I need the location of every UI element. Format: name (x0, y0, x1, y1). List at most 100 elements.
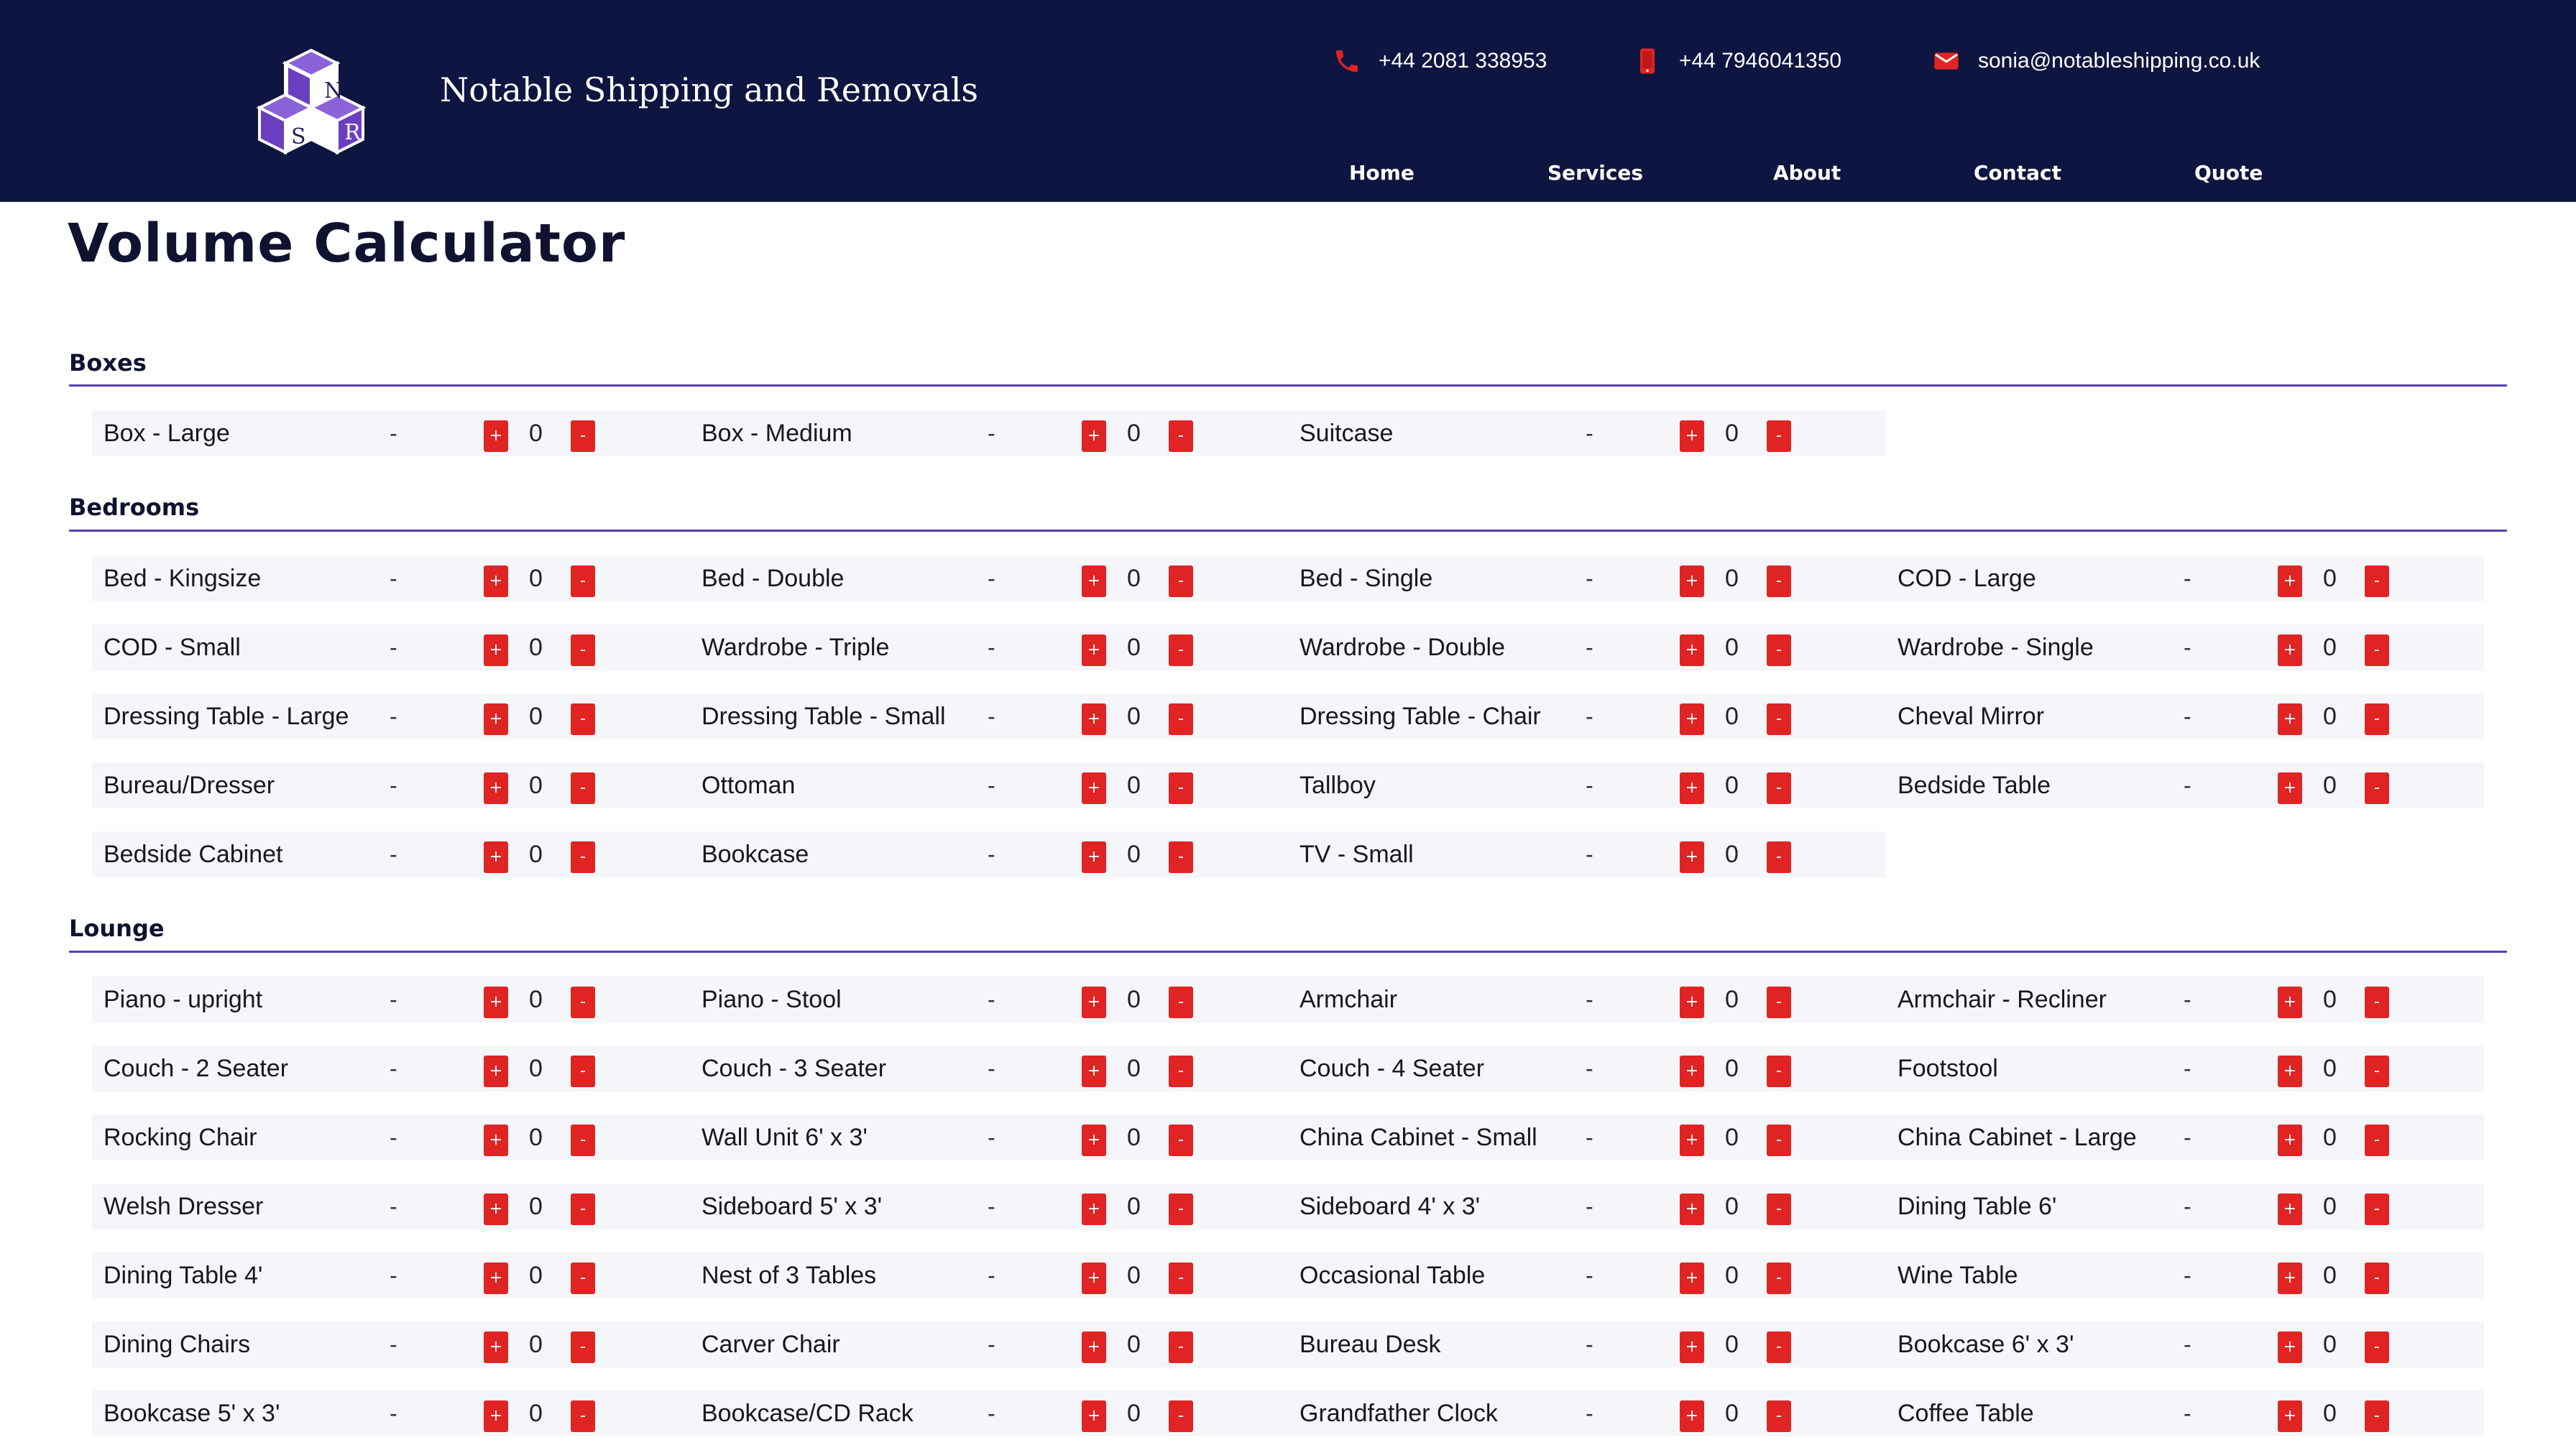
decrement-button[interactable]: - (2365, 1056, 2389, 1087)
increment-button[interactable]: + (1680, 987, 1704, 1018)
increment-button[interactable]: + (1680, 420, 1704, 452)
increment-button[interactable]: + (484, 420, 508, 452)
increment-button[interactable]: + (484, 1262, 508, 1294)
increment-button[interactable]: + (1680, 1331, 1704, 1363)
decrement-button[interactable]: - (1767, 1262, 1791, 1294)
increment-button[interactable]: + (484, 703, 508, 735)
increment-button[interactable]: + (2278, 772, 2302, 804)
increment-button[interactable]: + (484, 841, 508, 873)
decrement-button[interactable]: - (1169, 772, 1193, 804)
increment-button[interactable]: + (1082, 634, 1106, 666)
increment-button[interactable]: + (1082, 987, 1106, 1018)
decrement-button[interactable]: - (571, 1125, 595, 1156)
increment-button[interactable]: + (1680, 634, 1704, 666)
decrement-button[interactable]: - (1169, 1262, 1193, 1294)
decrement-button[interactable]: - (571, 1400, 595, 1432)
decrement-button[interactable]: - (1169, 634, 1193, 666)
increment-button[interactable]: + (484, 565, 508, 597)
increment-button[interactable]: + (1082, 1056, 1106, 1087)
decrement-button[interactable]: - (1169, 1194, 1193, 1225)
increment-button[interactable]: + (1082, 772, 1106, 804)
increment-button[interactable]: + (1082, 1125, 1106, 1156)
decrement-button[interactable]: - (1767, 565, 1791, 597)
decrement-button[interactable]: - (571, 1262, 595, 1294)
decrement-button[interactable]: - (1767, 987, 1791, 1018)
increment-button[interactable]: + (484, 634, 508, 666)
increment-button[interactable]: + (2278, 1056, 2302, 1087)
nav-contact[interactable]: Contact (1974, 161, 2061, 185)
decrement-button[interactable]: - (571, 634, 595, 666)
nav-home[interactable]: Home (1349, 161, 1414, 185)
decrement-button[interactable]: - (1767, 1194, 1791, 1225)
increment-button[interactable]: + (1082, 1331, 1106, 1363)
increment-button[interactable]: + (2278, 1125, 2302, 1156)
decrement-button[interactable]: - (1169, 703, 1193, 735)
decrement-button[interactable]: - (1169, 1125, 1193, 1156)
decrement-button[interactable]: - (1767, 420, 1791, 452)
increment-button[interactable]: + (2278, 1194, 2302, 1225)
decrement-button[interactable]: - (571, 1056, 595, 1087)
increment-button[interactable]: + (2278, 987, 2302, 1018)
increment-button[interactable]: + (1680, 1262, 1704, 1294)
decrement-button[interactable]: - (1767, 1056, 1791, 1087)
decrement-button[interactable]: - (2365, 1194, 2389, 1225)
decrement-button[interactable]: - (571, 565, 595, 597)
decrement-button[interactable]: - (2365, 987, 2389, 1018)
brand-name[interactable]: Notable Shipping and Removals (440, 70, 979, 109)
increment-button[interactable]: + (1082, 703, 1106, 735)
increment-button[interactable]: + (1082, 841, 1106, 873)
decrement-button[interactable]: - (2365, 772, 2389, 804)
increment-button[interactable]: + (2278, 634, 2302, 666)
increment-button[interactable]: + (484, 1400, 508, 1432)
increment-button[interactable]: + (2278, 1400, 2302, 1432)
increment-button[interactable]: + (1082, 1194, 1106, 1225)
increment-button[interactable]: + (1680, 703, 1704, 735)
decrement-button[interactable]: - (2365, 634, 2389, 666)
increment-button[interactable]: + (2278, 1331, 2302, 1363)
decrement-button[interactable]: - (2365, 1400, 2389, 1432)
increment-button[interactable]: + (1680, 841, 1704, 873)
increment-button[interactable]: + (1680, 1125, 1704, 1156)
increment-button[interactable]: + (1082, 420, 1106, 452)
decrement-button[interactable]: - (571, 987, 595, 1018)
decrement-button[interactable]: - (1169, 1331, 1193, 1363)
increment-button[interactable]: + (1680, 1400, 1704, 1432)
increment-button[interactable]: + (2278, 703, 2302, 735)
increment-button[interactable]: + (1082, 565, 1106, 597)
increment-button[interactable]: + (484, 987, 508, 1018)
nav-about[interactable]: About (1773, 161, 1841, 185)
decrement-button[interactable]: - (1169, 420, 1193, 452)
increment-button[interactable]: + (1680, 772, 1704, 804)
decrement-button[interactable]: - (1767, 772, 1791, 804)
decrement-button[interactable]: - (1169, 1400, 1193, 1432)
decrement-button[interactable]: - (1767, 1400, 1791, 1432)
increment-button[interactable]: + (1082, 1400, 1106, 1432)
decrement-button[interactable]: - (1767, 1331, 1791, 1363)
increment-button[interactable]: + (2278, 1262, 2302, 1294)
decrement-button[interactable]: - (571, 772, 595, 804)
increment-button[interactable]: + (484, 1056, 508, 1087)
decrement-button[interactable]: - (1169, 987, 1193, 1018)
nav-quote[interactable]: Quote (2194, 161, 2263, 185)
increment-button[interactable]: + (484, 1331, 508, 1363)
increment-button[interactable]: + (1680, 1056, 1704, 1087)
increment-button[interactable]: + (484, 1194, 508, 1225)
decrement-button[interactable]: - (1767, 703, 1791, 735)
increment-button[interactable]: + (2278, 565, 2302, 597)
increment-button[interactable]: + (484, 1125, 508, 1156)
decrement-button[interactable]: - (571, 841, 595, 873)
decrement-button[interactable]: - (571, 420, 595, 452)
increment-button[interactable]: + (484, 772, 508, 804)
decrement-button[interactable]: - (2365, 703, 2389, 735)
email-contact[interactable]: sonia@notableshipping.co.uk (1931, 43, 2260, 79)
decrement-button[interactable]: - (1767, 1125, 1791, 1156)
decrement-button[interactable]: - (2365, 1331, 2389, 1363)
decrement-button[interactable]: - (1767, 634, 1791, 666)
decrement-button[interactable]: - (1169, 1056, 1193, 1087)
mobile-contact[interactable]: +44 7946041350 (1632, 43, 1841, 79)
increment-button[interactable]: + (1082, 1262, 1106, 1294)
decrement-button[interactable]: - (1767, 841, 1791, 873)
increment-button[interactable]: + (1680, 565, 1704, 597)
company-logo[interactable]: N S R (248, 47, 374, 167)
decrement-button[interactable]: - (1169, 841, 1193, 873)
